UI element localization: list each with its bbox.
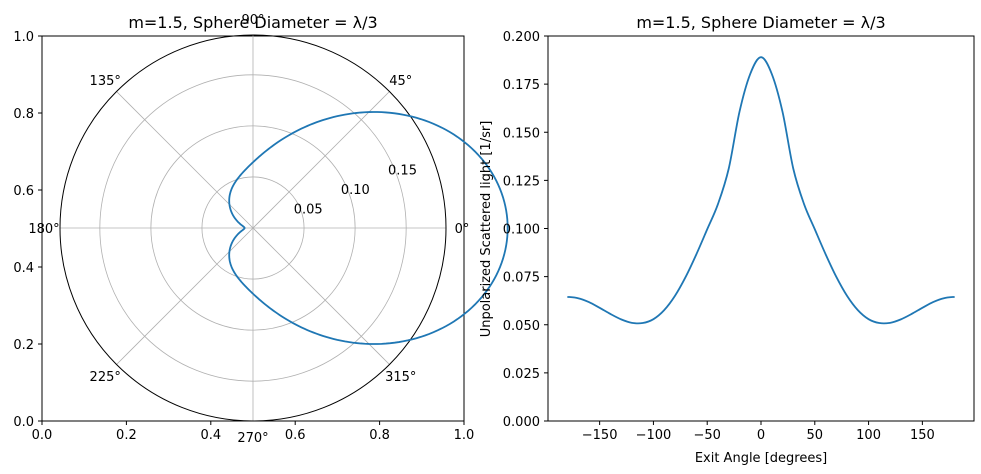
- line-y-tick-label: 0.200: [503, 30, 540, 45]
- polar-radial-label: 0.05: [294, 202, 323, 217]
- line-series-line: [567, 56, 955, 325]
- polar-radial-label: 0.10: [341, 183, 370, 198]
- line-chart-plot-area: [547, 35, 975, 422]
- line-y-tick-label: 0.025: [503, 367, 540, 382]
- polar-chart-title: m=1.5, Sphere Diameter = λ/3: [128, 13, 377, 32]
- polar-angle-label: 180°: [28, 222, 59, 237]
- line-chart-ylabel: Unpolarized Scattered light [1/sr]: [479, 121, 494, 338]
- line-chart-title: m=1.5, Sphere Diameter = λ/3: [636, 13, 885, 32]
- polar-series-line: [228, 111, 509, 345]
- polar-chart: 0.0 0.2 0.4 0.6 0.8 1.0 0.0 0.2 0.4 0.6 0.8 1.0 0°…: [13, 13, 509, 446]
- polar-angle-label: 315°: [385, 370, 416, 385]
- line-y-ticks: 0.000 0.025 0.050 0.075 0.100 0.125 0.150 0.175…: [503, 30, 548, 430]
- line-x-tick-label: −150: [582, 428, 618, 443]
- polar-angle-label: 0°: [455, 222, 470, 237]
- polar-angular-gridline: [252, 91, 390, 229]
- polar-angle-label: 225°: [90, 370, 121, 385]
- line-chart-xlabel: Exit Angle [degrees]: [695, 451, 827, 466]
- polar-y-ticks: 0.0 0.2 0.4 0.6 0.8 1.0: [13, 30, 42, 430]
- polar-x-tick-label: 0.4: [200, 428, 221, 443]
- polar-outer-circle: [59, 34, 447, 422]
- polar-y-tick-label: 0.4: [13, 261, 34, 276]
- line-y-tick-label: 0.125: [503, 174, 540, 189]
- polar-y-tick-label: 1.0: [13, 30, 34, 45]
- line-x-tick-label: 150: [910, 428, 935, 443]
- polar-x-tick-label: 0.8: [369, 428, 390, 443]
- polar-angle-label: 45°: [389, 74, 412, 89]
- polar-x-ticks: 0.0 0.2 0.4 0.6 0.8 1.0: [32, 421, 475, 443]
- line-x-tick-label: 100: [856, 428, 881, 443]
- line-x-tick-label: −100: [636, 428, 672, 443]
- polar-angular-gridline: [116, 91, 254, 229]
- polar-radial-label: 0.15: [388, 163, 417, 178]
- polar-angular-gridline: [116, 227, 254, 365]
- line-x-tick-label: 0: [757, 428, 765, 443]
- polar-x-tick-label: 1.0: [454, 428, 475, 443]
- line-chart: −150 −100 −50 0 50 100 150 0.000 0.025 0.050 0.07…: [479, 13, 975, 466]
- line-y-tick-label: 0.075: [503, 271, 540, 286]
- polar-angle-label: 135°: [90, 74, 121, 89]
- line-y-tick-label: 0.000: [503, 415, 540, 430]
- line-x-tick-label: 50: [807, 428, 824, 443]
- polar-angular-gridline: [252, 227, 390, 365]
- line-y-tick-label: 0.150: [503, 126, 540, 141]
- line-x-ticks: −150 −100 −50 0 50 100 150: [582, 421, 935, 443]
- polar-radial-labels: 0.05 0.10 0.15: [294, 163, 417, 217]
- line-x-tick-label: −50: [693, 428, 720, 443]
- line-y-tick-label: 0.050: [503, 319, 540, 334]
- polar-angle-label: 90°: [241, 13, 264, 28]
- polar-x-tick-label: 0.2: [116, 428, 137, 443]
- polar-angle-labels: 0° 45° 90° 135° 180° 225° 270° 315°: [28, 13, 469, 446]
- line-y-tick-label: 0.100: [503, 223, 540, 238]
- polar-y-tick-label: 0.8: [13, 107, 34, 122]
- polar-angle-label: 270°: [237, 431, 268, 446]
- polar-y-tick-label: 0.6: [13, 184, 34, 199]
- line-y-tick-label: 0.175: [503, 78, 540, 93]
- polar-grid: [60, 35, 446, 421]
- polar-x-tick-label: 0.0: [32, 428, 53, 443]
- polar-x-tick-label: 0.6: [285, 428, 306, 443]
- polar-y-tick-label: 0.2: [13, 338, 34, 353]
- polar-y-tick-label: 0.0: [13, 415, 34, 430]
